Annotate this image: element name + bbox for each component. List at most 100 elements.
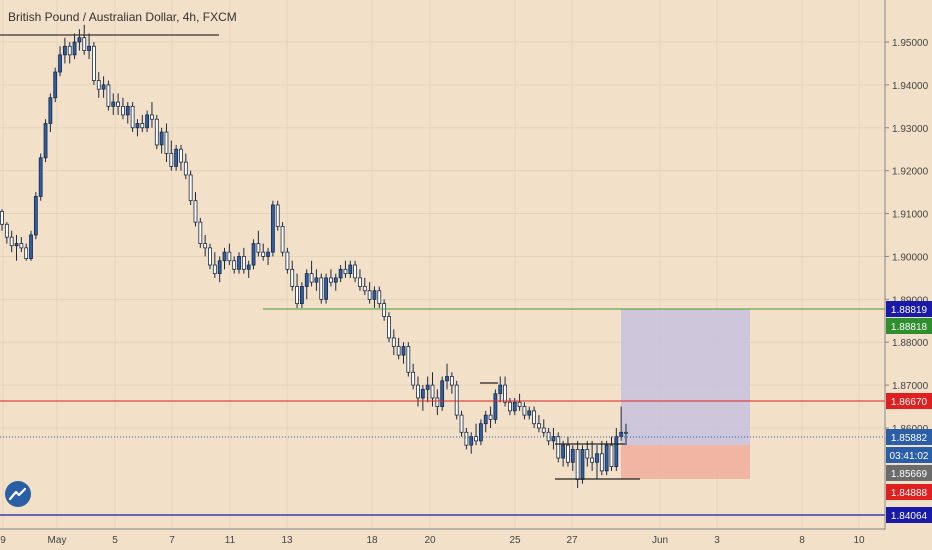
- price-tick-label: 1.87000: [892, 381, 929, 392]
- candle-bear: [285, 251, 290, 270]
- candle-bear: [517, 401, 522, 407]
- chart-title: British Pound / Australian Dollar, 4h, F…: [8, 10, 237, 24]
- loss-zone: [621, 445, 750, 479]
- candle-bear: [377, 290, 382, 305]
- candle-bear: [464, 431, 469, 446]
- candle-bull: [266, 251, 270, 257]
- time-tick-label: 5: [112, 535, 118, 546]
- candle-bear: [329, 277, 333, 283]
- candle-bull: [77, 37, 82, 43]
- candle-bear: [275, 204, 280, 227]
- candle-bull: [48, 97, 53, 124]
- candle-bull: [314, 277, 319, 283]
- candle-bull: [614, 436, 619, 468]
- price-label-box: [886, 507, 932, 523]
- candle-bear: [459, 414, 464, 433]
- candle-bear: [358, 277, 362, 287]
- candle-bear: [193, 200, 198, 223]
- candle-bear: [537, 423, 541, 429]
- candles: [0, 24, 628, 489]
- candle-bull: [440, 380, 445, 407]
- candle-bear: [67, 45, 72, 56]
- candle-bull: [53, 71, 58, 99]
- candle-bull: [14, 243, 19, 247]
- candle-bull: [333, 277, 338, 283]
- candle-bear: [454, 384, 459, 416]
- candle-bear: [280, 226, 285, 253]
- candle-bull: [420, 388, 425, 399]
- candle-bull: [604, 444, 609, 472]
- price-label-text: 1.84888: [891, 488, 928, 499]
- candle-bear: [9, 236, 14, 247]
- price-label-text: 1.85669: [891, 469, 928, 480]
- candle-bear: [508, 401, 512, 412]
- time-tick-label: Jun: [652, 535, 668, 546]
- candle-bull: [29, 234, 33, 259]
- tradingview-logo[interactable]: [5, 481, 31, 507]
- candle-bull: [251, 243, 256, 266]
- candle-bull: [135, 123, 140, 129]
- candle-bull: [174, 148, 179, 167]
- price-labels: 1.88819 1.88818 1.86670 1.85882 03:41:02 1.85…: [886, 301, 932, 523]
- candle-bull: [38, 157, 43, 197]
- candle-bear: [295, 286, 299, 305]
- price-tick-label: 1.89000: [892, 295, 929, 306]
- candle-bull: [62, 45, 67, 56]
- candle-bear: [183, 161, 188, 176]
- candle-bear: [556, 436, 561, 459]
- time-tick-label: 9: [0, 535, 6, 546]
- price-tick-label: 1.88000: [892, 338, 929, 349]
- candle-bear: [406, 346, 411, 373]
- candle-bear: [599, 453, 604, 472]
- time-tick-label: 7: [169, 535, 175, 546]
- candle-bull: [595, 453, 599, 463]
- candle-bull: [222, 251, 227, 262]
- candle-bear: [590, 457, 595, 463]
- candle-bear: [624, 431, 628, 434]
- candle-bull: [425, 384, 430, 390]
- candle-bear: [164, 131, 169, 154]
- candle-bull: [478, 423, 483, 442]
- candle-bear: [24, 247, 29, 259]
- candle-bear: [532, 410, 536, 425]
- candle-bull: [33, 195, 38, 236]
- candle-bear: [154, 118, 159, 146]
- price-label-box: [886, 484, 932, 500]
- candle-bull: [348, 264, 353, 274]
- candle-bull: [145, 114, 150, 129]
- candle-bear: [585, 449, 590, 459]
- price-label-box: [886, 301, 932, 317]
- candle-bull: [111, 101, 116, 107]
- price-label-text: 03:41:02: [890, 451, 929, 462]
- candle-bear: [488, 414, 493, 420]
- candle-bull: [58, 54, 62, 73]
- candle-bull: [43, 123, 48, 159]
- candle-bull: [483, 414, 488, 425]
- candle-bull: [498, 384, 503, 395]
- candle-bear: [116, 101, 120, 107]
- candle-bear: [362, 286, 367, 292]
- time-tick-label: 3: [714, 535, 720, 546]
- candle-bear: [212, 264, 217, 274]
- candle-bear: [290, 268, 295, 287]
- candle-bear: [82, 37, 87, 51]
- price-label-box: [886, 429, 932, 445]
- candle-bear: [121, 105, 125, 116]
- candle-bear: [0, 211, 4, 225]
- price-label-text: 1.85882: [891, 433, 928, 444]
- price-label-box: [886, 393, 932, 409]
- price-tick-label: 1.95000: [892, 38, 929, 49]
- candle-bull: [237, 256, 241, 270]
- candle-bear: [416, 384, 420, 399]
- candle-bull: [159, 131, 164, 146]
- candle-bull: [561, 444, 566, 459]
- candle-bull: [401, 346, 406, 356]
- candle-bull: [619, 431, 624, 437]
- candle-bear: [241, 256, 246, 270]
- candle-bear: [430, 384, 435, 399]
- candle-bear: [343, 268, 348, 274]
- candle-bull: [300, 286, 304, 305]
- candle-bear: [4, 223, 9, 238]
- time-tick-label: 20: [424, 535, 436, 546]
